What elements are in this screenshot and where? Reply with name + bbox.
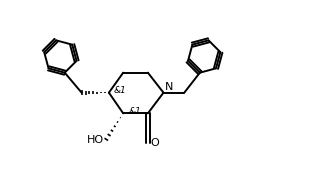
Text: &1: &1 — [128, 107, 141, 116]
Text: &1: &1 — [114, 86, 127, 95]
Text: O: O — [150, 138, 159, 148]
Text: HO: HO — [86, 135, 104, 145]
Text: N: N — [165, 81, 173, 92]
